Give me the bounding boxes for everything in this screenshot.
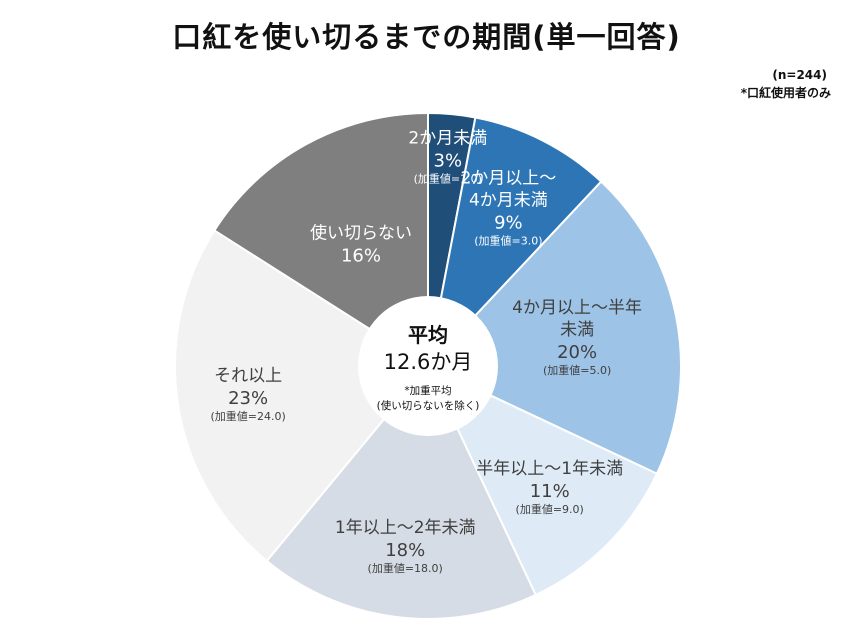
slice-percent-0: 3% <box>434 150 463 171</box>
slice-percent-2: 20% <box>557 342 597 363</box>
scope-note: *口紅使用者のみ <box>740 86 831 100</box>
slice-percent-6: 16% <box>341 246 381 267</box>
slice-label-1-1: 4か月未満 <box>469 191 548 211</box>
slice-weight-0: (加重値=1.0) <box>414 171 482 185</box>
chart-title: 口紅を使い切るまでの期間(単一回答) <box>172 20 681 54</box>
slices-group <box>174 111 682 620</box>
slice-label-4-0: 1年以上～2年未満 <box>335 518 476 538</box>
sample-size-note: (n=244) <box>772 68 827 82</box>
slice-label-2-1: 未満 <box>560 320 594 340</box>
center-note-excluding: (使い切らないを除く) <box>377 399 480 412</box>
slice-label-5-0: それ以上 <box>214 366 282 386</box>
slice-label-6-0: 使い切らない <box>310 223 412 244</box>
slice-label-1-0: 2か月以上～ <box>460 169 556 189</box>
slice-weight-3: (加重値=9.0) <box>516 502 584 516</box>
donut-hole <box>358 296 498 436</box>
center-average-value: 12.6か月 <box>384 350 473 374</box>
pie-slice-4 <box>265 364 538 620</box>
slice-label-2-0: 4か月以上～半年 <box>512 298 642 318</box>
slice-weight-4: (加重値=18.0) <box>368 561 443 575</box>
slice-label-0-0: 2か月未満 <box>408 128 487 148</box>
center-note-weighted: *加重平均 <box>404 384 451 397</box>
pie-slice-2 <box>426 180 682 476</box>
slice-label-3-0: 半年以上～1年未満 <box>476 459 623 479</box>
slice-percent-5: 23% <box>228 388 268 409</box>
slice-percent-3: 11% <box>530 481 570 502</box>
pie-slice-6 <box>213 111 429 368</box>
pie-slice-3 <box>425 363 659 597</box>
pie-slice-1 <box>426 116 603 370</box>
pie-slice-5 <box>174 229 430 563</box>
slice-percent-4: 18% <box>385 540 425 561</box>
slice-weight-5: (加重値=24.0) <box>210 409 285 423</box>
slice-weight-1: (加重値=3.0) <box>474 234 542 248</box>
slice-percent-1: 9% <box>494 213 523 234</box>
slice-weight-2: (加重値=5.0) <box>543 363 611 377</box>
center-average-label: 平均 <box>408 323 448 347</box>
